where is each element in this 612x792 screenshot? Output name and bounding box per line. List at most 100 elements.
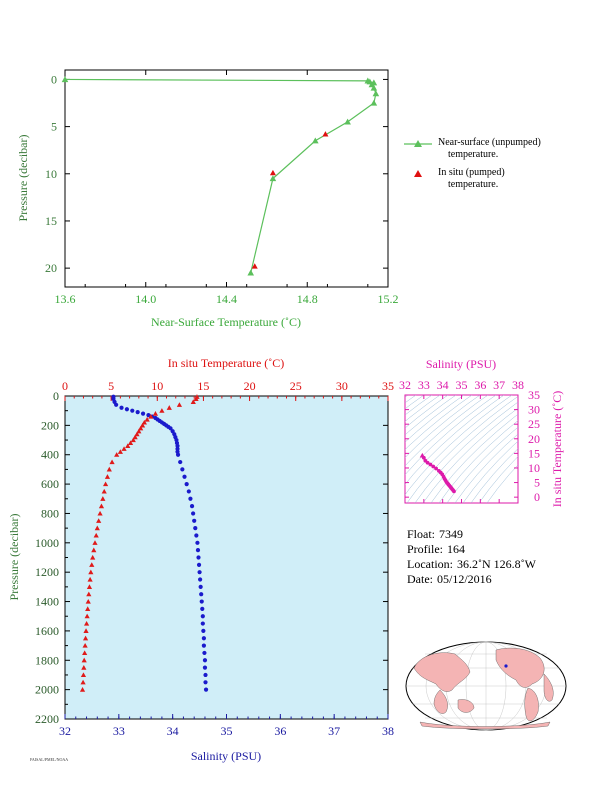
salinity-point — [175, 452, 181, 457]
info-date: Date: 05/12/2016 — [407, 572, 492, 586]
profile-y-tick-label: 200 — [41, 418, 59, 432]
salinity-point — [201, 628, 206, 634]
salinity-point — [198, 584, 203, 589]
ts-y-tick-label: 20 — [528, 432, 540, 446]
top-x-tick-label: 13.6 — [55, 292, 76, 306]
legend-near-surface-symbol — [404, 140, 432, 147]
temperature-point — [86, 591, 92, 597]
salinity-point — [199, 599, 204, 604]
temperature-point — [125, 443, 131, 448]
top-y-tick-label: 20 — [45, 261, 57, 275]
temperature-point — [117, 449, 123, 454]
density-contour — [405, 395, 497, 476]
salinity-point — [140, 411, 146, 416]
ts-x-tick-label: 33 — [418, 378, 430, 392]
ts-x-tick-label: 36 — [474, 378, 486, 392]
top-plot-frame — [64, 69, 389, 288]
salinity-point — [203, 680, 208, 685]
profile-y-tick-label: 1800 — [35, 653, 59, 667]
profile-y-tick-label: 2200 — [35, 712, 59, 726]
info-location: Location: 36.2˚N 126.8˚W — [407, 557, 536, 571]
temperature-point — [130, 437, 136, 443]
top-x-tick-label: 15.2 — [378, 292, 399, 306]
profile-sal-tick-label: 35 — [221, 724, 233, 738]
salinity-point — [124, 407, 130, 412]
profile-y-tick-label: 2000 — [35, 683, 59, 697]
density-contour — [478, 456, 518, 503]
salinity-point — [196, 562, 202, 567]
temperature-point — [101, 488, 107, 494]
density-contour — [405, 395, 473, 450]
salinity-point — [200, 614, 205, 619]
temperature-point — [104, 474, 111, 479]
temperature-point — [97, 510, 103, 516]
float-location-marker — [504, 664, 508, 668]
info-profile: Profile: 164 — [407, 542, 465, 556]
profile-plot-background — [64, 395, 389, 720]
profile-top-axis-label: In situ Temperature (˚C) — [168, 356, 285, 370]
salinity-point — [197, 570, 202, 575]
profile-y-tick-label: 400 — [41, 448, 59, 462]
temperature-point — [141, 419, 147, 425]
temperature-point — [152, 411, 159, 416]
density-contour — [405, 395, 457, 436]
ts-y-axis-label: In situ Temperature (˚C) — [550, 391, 564, 508]
ts-point — [431, 464, 436, 469]
salinity-point — [200, 606, 205, 611]
profile-temp-tick-label: 30 — [336, 379, 348, 393]
ts-point — [434, 466, 438, 471]
profile-y-tick-label: 1400 — [35, 595, 59, 609]
legend-in-situ-label: In situ (pumped) — [438, 167, 505, 178]
near-surface-point — [61, 76, 69, 83]
temperature-point — [83, 628, 89, 633]
salinity-point — [178, 459, 183, 465]
in-situ-point — [251, 263, 258, 269]
temperature-point — [96, 518, 102, 523]
density-contour — [405, 395, 449, 429]
temperature-point — [85, 606, 91, 611]
float-info: Float: 7349 Profile: 164 Location: 36.2˚N 1… — [407, 527, 536, 587]
temperature-point — [109, 459, 115, 465]
density-contour — [430, 413, 518, 503]
legend-in-situ-symbol — [414, 170, 422, 177]
density-contour — [422, 407, 518, 503]
profile-temp-tick-label: 5 — [108, 379, 114, 393]
salinity-point — [114, 402, 119, 407]
ts-density-contours — [405, 395, 518, 503]
temperature-point — [166, 405, 172, 410]
density-contour — [414, 401, 518, 503]
salinity-point — [203, 687, 209, 692]
top-marks — [61, 76, 380, 276]
salinity-point — [188, 496, 193, 501]
near-surface-chart: 13.6 14.0 14.4 14.8 15.2 0 5 10 15 20 Near-Surfac… — [16, 69, 399, 329]
temperature-point — [138, 425, 144, 431]
temperature-point — [100, 496, 106, 501]
temperature-point — [139, 422, 146, 428]
temperature-point — [79, 687, 86, 692]
salinity-point — [195, 548, 201, 553]
ts-point — [428, 462, 433, 467]
salinity-point — [193, 526, 198, 531]
temperature-point — [132, 434, 138, 440]
density-contour — [405, 395, 441, 422]
near-surface-point — [370, 84, 378, 91]
profile-y-tick-label: 1000 — [35, 536, 59, 550]
near-surface-point — [247, 269, 255, 276]
salinity-point — [198, 577, 203, 582]
temperature-point — [89, 562, 95, 567]
temperature-point — [190, 399, 196, 404]
density-contour — [405, 395, 433, 416]
ts-x-tick-label: 32 — [399, 378, 411, 392]
top-axes: 13.6 14.0 14.4 14.8 15.2 0 5 10 15 20 — [45, 70, 399, 306]
ts-point — [421, 455, 426, 460]
temperature-point — [85, 598, 91, 604]
density-contour — [470, 448, 518, 503]
ts-y-tick-label: 35 — [528, 388, 540, 402]
density-contour — [438, 420, 518, 503]
profile-sal-tick-label: 34 — [167, 724, 179, 738]
temperature-point — [92, 540, 98, 545]
near-surface-point — [370, 99, 378, 106]
density-contour — [405, 395, 481, 458]
salinity-point — [200, 621, 205, 626]
